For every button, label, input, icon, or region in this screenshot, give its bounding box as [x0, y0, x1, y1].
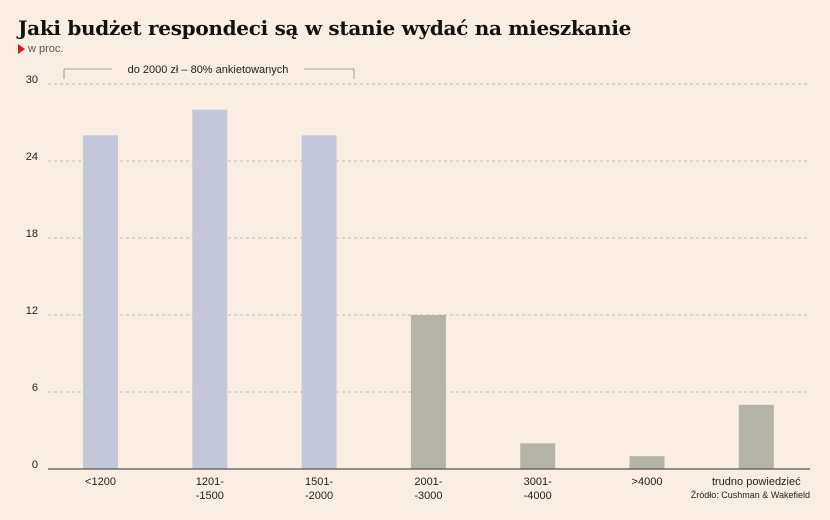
bars — [83, 109, 774, 470]
x-tick-label: trudno powiedzieć — [712, 476, 801, 488]
source-note: Źródło: Cushman & Wakefield — [690, 490, 810, 500]
chart-subtitle: w proc. — [18, 43, 63, 55]
x-tick-label: 3001- — [524, 476, 552, 488]
x-tick-label: 1501- — [305, 476, 333, 488]
bar — [410, 315, 446, 469]
x-tick-label: -1500 — [196, 490, 224, 502]
x-tick-label: -2000 — [305, 490, 333, 502]
bar — [629, 456, 665, 469]
annotation-bracket: do 2000 zł – 80% ankietowanych — [63, 64, 355, 79]
y-tick-label: 12 — [26, 305, 38, 317]
bar — [192, 109, 228, 470]
x-tick-label: <1200 — [85, 476, 116, 488]
x-axis-labels: <1200 1201- -1500 1501- -2000 2001- -3000 3001-… — [85, 476, 801, 502]
y-tick-label: 18 — [26, 228, 38, 240]
x-tick-label: -4000 — [524, 490, 552, 502]
bar — [738, 404, 774, 469]
unit-label: w proc. — [28, 43, 64, 55]
y-tick-label: 24 — [26, 151, 38, 163]
y-tick-label: 6 — [32, 382, 38, 394]
x-tick-label: 1201- — [196, 476, 224, 488]
bar — [301, 135, 337, 470]
bar — [520, 443, 556, 469]
annotation-label: do 2000 zł – 80% ankietowanych — [128, 64, 289, 76]
chart-title: Jaki budżet respondeci są w stanie wydać… — [18, 16, 632, 40]
red-triangle-icon — [18, 44, 25, 54]
y-axis-ticks: 0 6 12 18 24 30 — [26, 74, 38, 471]
bar — [83, 135, 118, 470]
x-tick-label: >4000 — [632, 476, 663, 488]
x-tick-label: -3000 — [414, 490, 442, 502]
y-tick-label: 30 — [26, 74, 38, 86]
x-tick-label: 2001- — [414, 476, 442, 488]
y-tick-label: 0 — [32, 459, 38, 471]
